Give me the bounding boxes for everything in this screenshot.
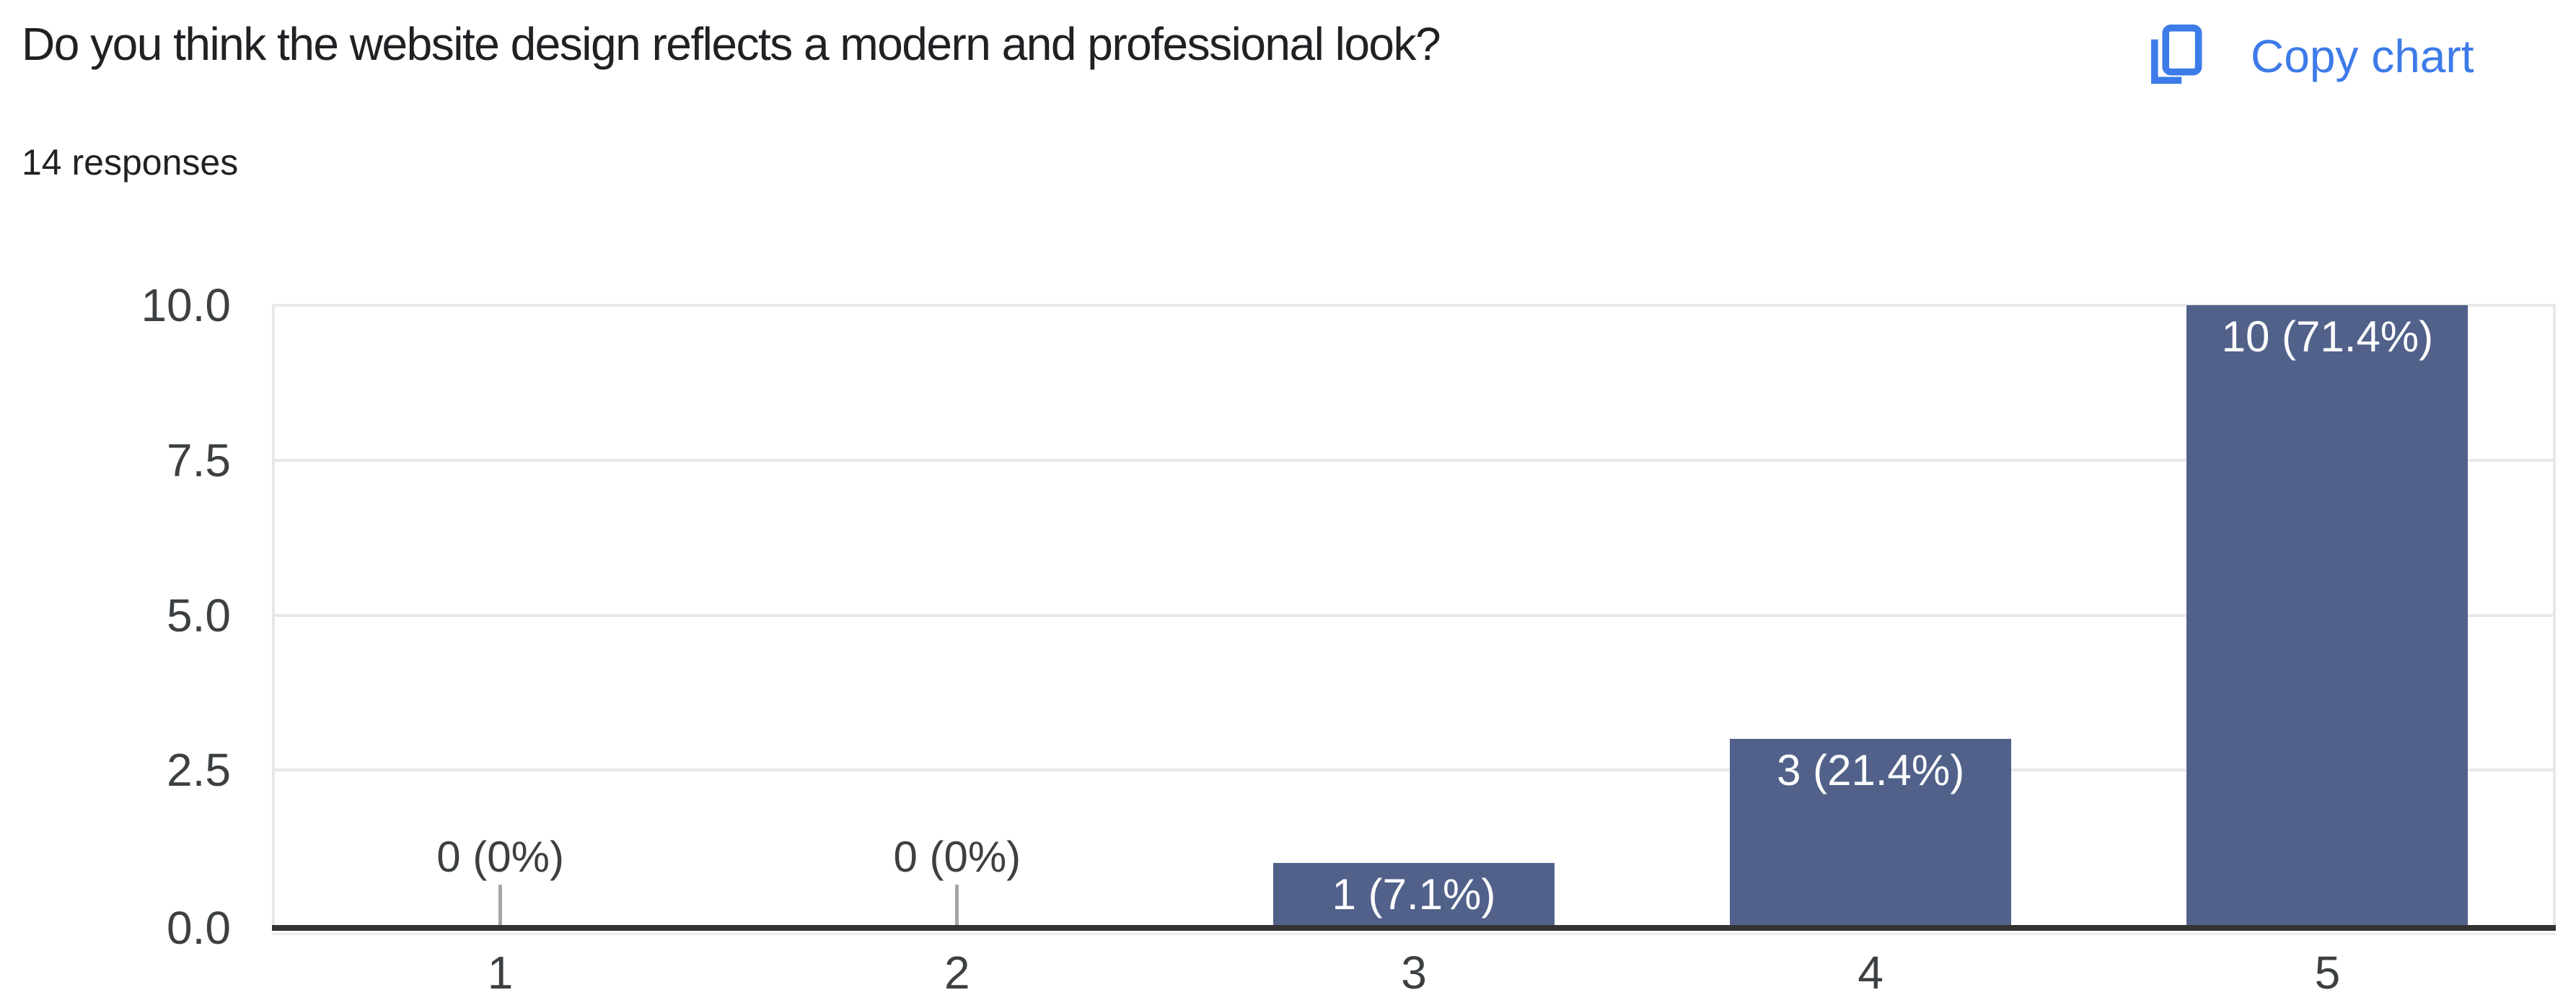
y-axis-label: 10.0	[141, 279, 231, 331]
x-axis-label: 1	[487, 947, 514, 999]
y-axis-label: 2.5	[167, 744, 231, 797]
bar-value-label: 1 (7.1%)	[1332, 870, 1496, 919]
copy-chart-button[interactable]: Copy chart	[2135, 16, 2478, 97]
x-axis-label: 4	[1858, 947, 1883, 999]
bar[interactable]: 1 (7.1%)	[1273, 863, 1555, 925]
copy-icon	[2140, 20, 2212, 92]
bar-value-label: 3 (21.4%)	[1777, 746, 1965, 795]
zero-value-label: 0 (0%)	[893, 833, 1021, 881]
gridline	[272, 613, 2556, 617]
bar[interactable]: 10 (71.4%)	[2186, 305, 2469, 925]
zero-value-tick	[498, 885, 503, 925]
zero-value-label: 0 (0%)	[436, 833, 564, 881]
y-axis-label: 7.5	[167, 434, 231, 486]
y-axis-label: 0.0	[167, 902, 231, 954]
x-axis-label: 2	[944, 947, 970, 999]
gridline	[272, 768, 2556, 772]
bar-value-label: 10 (71.4%)	[2221, 312, 2434, 361]
bar[interactable]: 3 (21.4%)	[1730, 739, 2012, 925]
question-title: Do you think the website design reflects…	[22, 18, 1441, 70]
x-axis-label: 5	[2314, 947, 2341, 999]
x-axis-baseline-shadow	[272, 933, 2556, 935]
responses-count: 14 responses	[22, 142, 239, 183]
zero-value-tick	[955, 885, 959, 925]
plot-left-border	[272, 305, 275, 925]
copy-chart-label: Copy chart	[2251, 30, 2474, 82]
x-axis-label: 3	[1401, 947, 1427, 999]
y-axis-label: 5.0	[167, 589, 231, 641]
plot-right-border	[2553, 305, 2556, 925]
gridline	[272, 304, 2556, 307]
gridline	[272, 458, 2556, 462]
x-axis-baseline	[272, 925, 2556, 931]
